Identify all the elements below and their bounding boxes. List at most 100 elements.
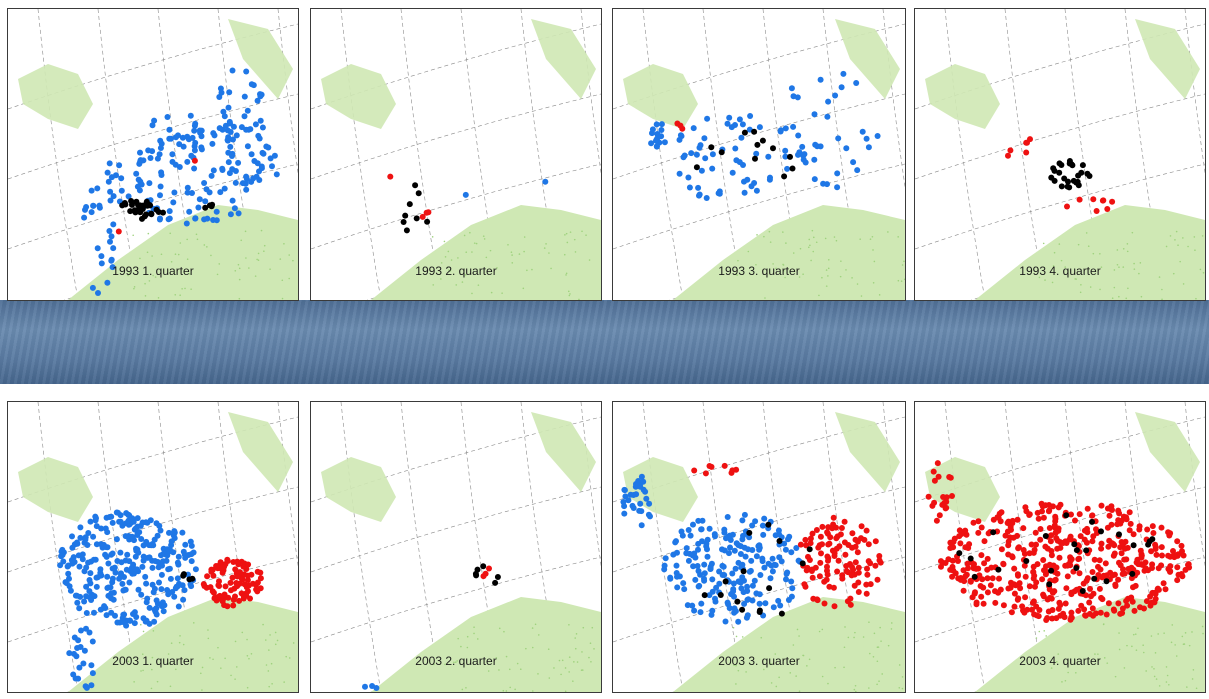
- red-observation-dot: [1057, 501, 1064, 508]
- land-texture-dot: [1133, 268, 1136, 270]
- red-observation-dot: [830, 584, 837, 591]
- blue-observation-dot: [259, 149, 266, 156]
- black-observation-dot: [139, 215, 145, 222]
- land-texture-dot: [130, 658, 133, 660]
- blue-observation-dot: [767, 575, 774, 582]
- land-texture-dot: [179, 294, 181, 297]
- land-texture-dot: [1174, 239, 1176, 241]
- blue-observation-dot: [728, 124, 735, 131]
- red-observation-dot: [1151, 599, 1158, 606]
- blue-observation-dot: [703, 195, 710, 201]
- land-texture-dot: [471, 292, 473, 295]
- land-texture-dot: [568, 623, 570, 626]
- land-texture-dot: [190, 288, 192, 290]
- red-observation-dot: [235, 561, 242, 568]
- black-observation-dot: [1064, 183, 1071, 190]
- blue-observation-dot: [157, 145, 164, 151]
- land-texture-dot: [179, 242, 182, 244]
- blue-observation-dot: [187, 538, 194, 545]
- red-observation-dot: [1117, 520, 1124, 527]
- land-texture-dot: [782, 264, 785, 266]
- blue-observation-dot: [81, 647, 88, 654]
- blue-observation-dot: [137, 149, 143, 156]
- red-observation-dot: [1115, 576, 1122, 583]
- blue-observation-dot: [692, 554, 699, 561]
- red-observation-dot: [803, 567, 810, 574]
- land-texture-dot: [825, 285, 828, 287]
- land-texture-dot: [835, 239, 838, 242]
- land-texture-dot: [292, 642, 295, 644]
- blue-observation-dot: [674, 549, 680, 556]
- land-texture-dot: [271, 682, 273, 685]
- red-observation-dot: [1033, 579, 1040, 586]
- blue-observation-dot: [684, 602, 691, 609]
- land-texture-dot: [440, 262, 443, 264]
- land-texture-dot: [201, 689, 203, 691]
- blue-observation-dot: [739, 121, 746, 128]
- land-texture-dot: [809, 244, 811, 247]
- red-observation-dot: [807, 540, 814, 547]
- land-texture-dot: [224, 657, 226, 660]
- blue-observation-dot: [633, 491, 640, 498]
- land-texture-dot: [269, 634, 271, 636]
- red-observation-dot: [848, 571, 855, 578]
- red-observation-dot: [949, 573, 956, 580]
- red-observation-dot: [863, 527, 870, 534]
- red-observation-dot: [1035, 613, 1042, 620]
- map-graphic: [915, 9, 1205, 300]
- land-texture-dot: [519, 668, 522, 671]
- red-observation-dot: [1042, 543, 1049, 550]
- land-texture-dot: [1161, 298, 1163, 300]
- black-observation-dot: [146, 201, 153, 208]
- red-observation-dot: [1010, 534, 1017, 541]
- land-texture-dot: [1133, 262, 1135, 265]
- land-texture-dot: [238, 297, 241, 300]
- land-texture-dot: [511, 262, 514, 264]
- blue-observation-dot: [747, 567, 754, 574]
- blue-observation-dot: [704, 553, 711, 560]
- red-observation-dot: [833, 535, 840, 542]
- red-observation-dot: [802, 583, 809, 590]
- red-observation-dot: [1051, 577, 1058, 584]
- red-observation-dot: [236, 569, 243, 576]
- land-texture-dot: [818, 630, 821, 633]
- graticule-meridian: [642, 402, 684, 692]
- land-texture-dot: [473, 632, 475, 635]
- black-observation-dot: [693, 164, 700, 171]
- blue-observation-dot: [82, 536, 89, 543]
- blue-observation-dot: [673, 538, 679, 545]
- land-texture-dot: [834, 666, 836, 669]
- blue-observation-dot: [722, 618, 729, 625]
- red-observation-dot: [1014, 516, 1021, 523]
- blue-observation-dot: [104, 573, 111, 580]
- black-observation-dot: [492, 579, 499, 586]
- graticule-meridian: [340, 9, 382, 300]
- blue-observation-dot: [738, 134, 745, 141]
- quarter-label: 2003 2. quarter: [415, 654, 497, 668]
- land-texture-dot: [1192, 669, 1195, 671]
- blue-observation-dot: [116, 162, 123, 169]
- red-observation-dot: [1054, 537, 1061, 544]
- svalbard-landmass: [623, 457, 698, 522]
- black-observation-dot: [209, 201, 216, 208]
- red-observation-dot: [824, 563, 830, 570]
- red-observation-dot: [423, 209, 430, 216]
- blue-observation-dot: [698, 600, 705, 607]
- red-observation-dot: [865, 558, 872, 565]
- blue-observation-dot: [854, 167, 861, 174]
- land-texture-dot: [560, 673, 562, 676]
- blue-observation-dot: [661, 139, 668, 146]
- blue-observation-dot: [667, 574, 674, 581]
- red-observation-dot: [1124, 602, 1131, 609]
- red-observation-dot: [1043, 563, 1049, 570]
- red-observation-dot: [1068, 511, 1074, 518]
- land-texture-dot: [591, 626, 594, 629]
- blue-observation-dot: [83, 583, 90, 590]
- red-observation-dot: [960, 567, 967, 574]
- blue-observation-dot: [679, 532, 686, 539]
- land-texture-dot: [568, 294, 571, 297]
- land-texture-dot: [593, 648, 595, 650]
- blue-observation-dot: [683, 550, 690, 557]
- red-observation-dot: [973, 565, 980, 572]
- blue-observation-dot: [127, 617, 134, 624]
